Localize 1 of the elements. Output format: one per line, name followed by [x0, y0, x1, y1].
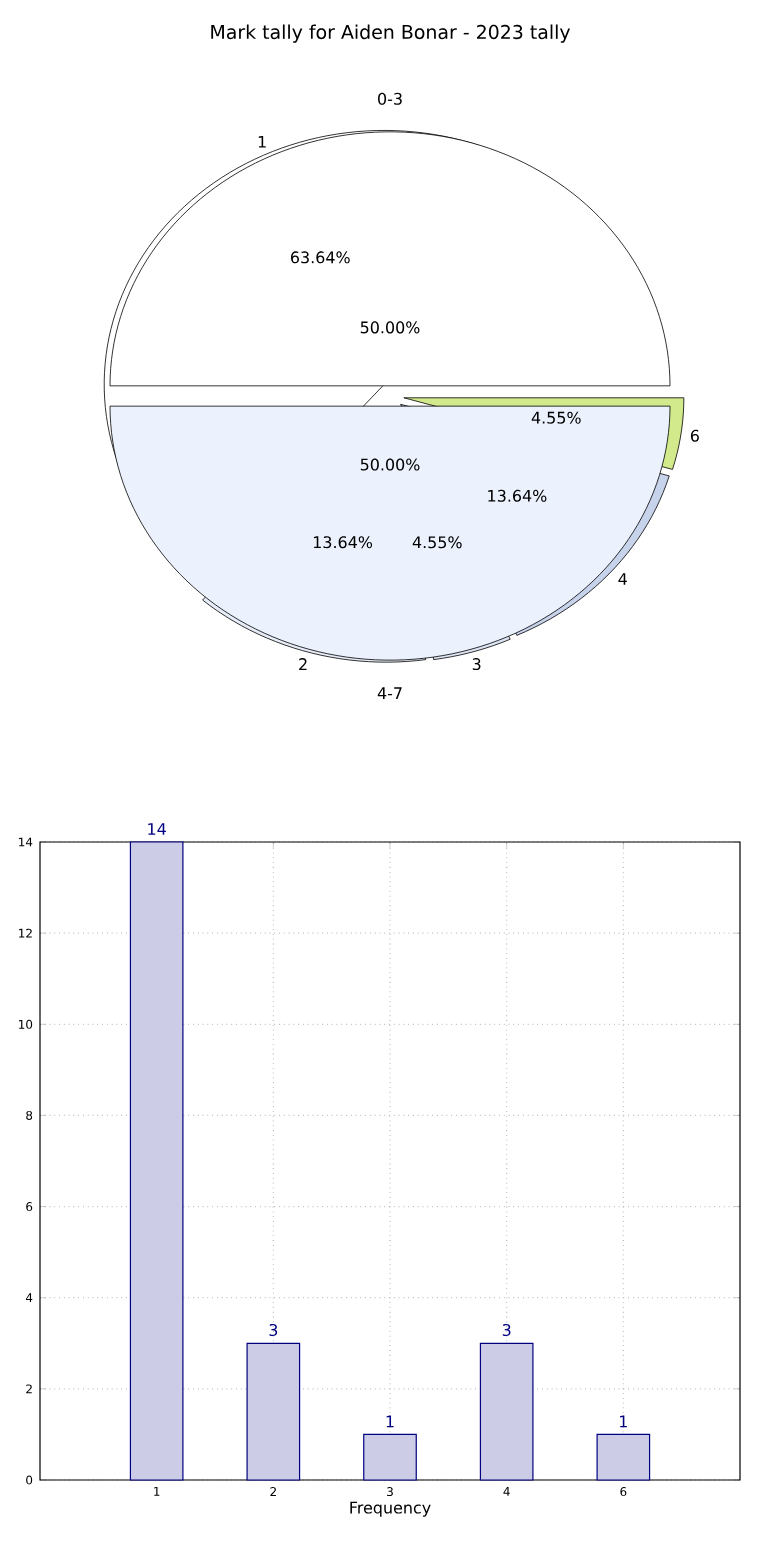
chart-title: Mark tally for Aiden Bonar - 2023 tally — [211, 24, 571, 43]
